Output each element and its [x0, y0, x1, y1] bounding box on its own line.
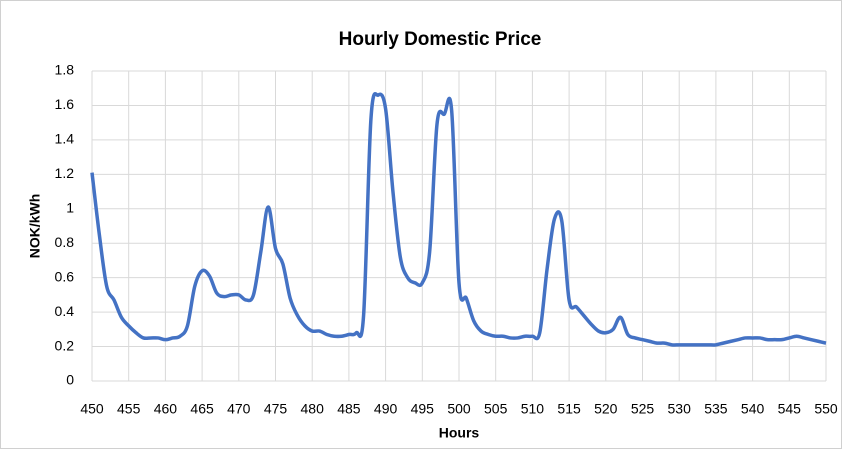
- x-tick-label: 455: [117, 401, 141, 417]
- x-tick-label: 485: [337, 401, 361, 417]
- x-tick-label: 530: [668, 401, 692, 417]
- y-tick-label: 1.6: [55, 96, 75, 112]
- x-tick-label: 510: [521, 401, 545, 417]
- y-tick-label: 1.2: [55, 165, 75, 181]
- x-tick-label: 475: [264, 401, 288, 417]
- chart-title: Hourly Domestic Price: [339, 29, 542, 50]
- x-tick-label: 470: [227, 401, 251, 417]
- y-tick-label: 1: [66, 199, 74, 215]
- y-tick-label: 0.6: [55, 268, 75, 284]
- x-tick-label: 495: [411, 401, 435, 417]
- x-tick-label: 480: [301, 401, 325, 417]
- x-tick-label: 515: [557, 401, 581, 417]
- x-tick-label: 540: [741, 401, 765, 417]
- x-tick-label: 450: [80, 401, 104, 417]
- y-tick-label: 0.8: [55, 234, 75, 250]
- x-tick-label: 500: [447, 401, 471, 417]
- y-tick-label: 0.4: [55, 303, 75, 319]
- x-tick-label: 520: [594, 401, 618, 417]
- x-tick-label: 525: [631, 401, 655, 417]
- y-tick-label: 0.2: [55, 337, 75, 353]
- x-tick-label: 460: [154, 401, 178, 417]
- y-tick-label: 0: [66, 372, 74, 388]
- x-tick-label: 505: [484, 401, 508, 417]
- y-tick-label: 1.8: [55, 62, 75, 78]
- x-tick-label: 535: [704, 401, 728, 417]
- x-axis-label: Hours: [439, 425, 480, 441]
- x-tick-label: 545: [778, 401, 802, 417]
- line: [90, 92, 827, 347]
- y-axis-label: NOK/kWh: [27, 194, 43, 259]
- y-tick-label: 1.4: [55, 131, 75, 147]
- x-tick-label: 465: [190, 401, 214, 417]
- x-tick-label: 550: [814, 401, 838, 417]
- x-tick-label: 490: [374, 401, 398, 417]
